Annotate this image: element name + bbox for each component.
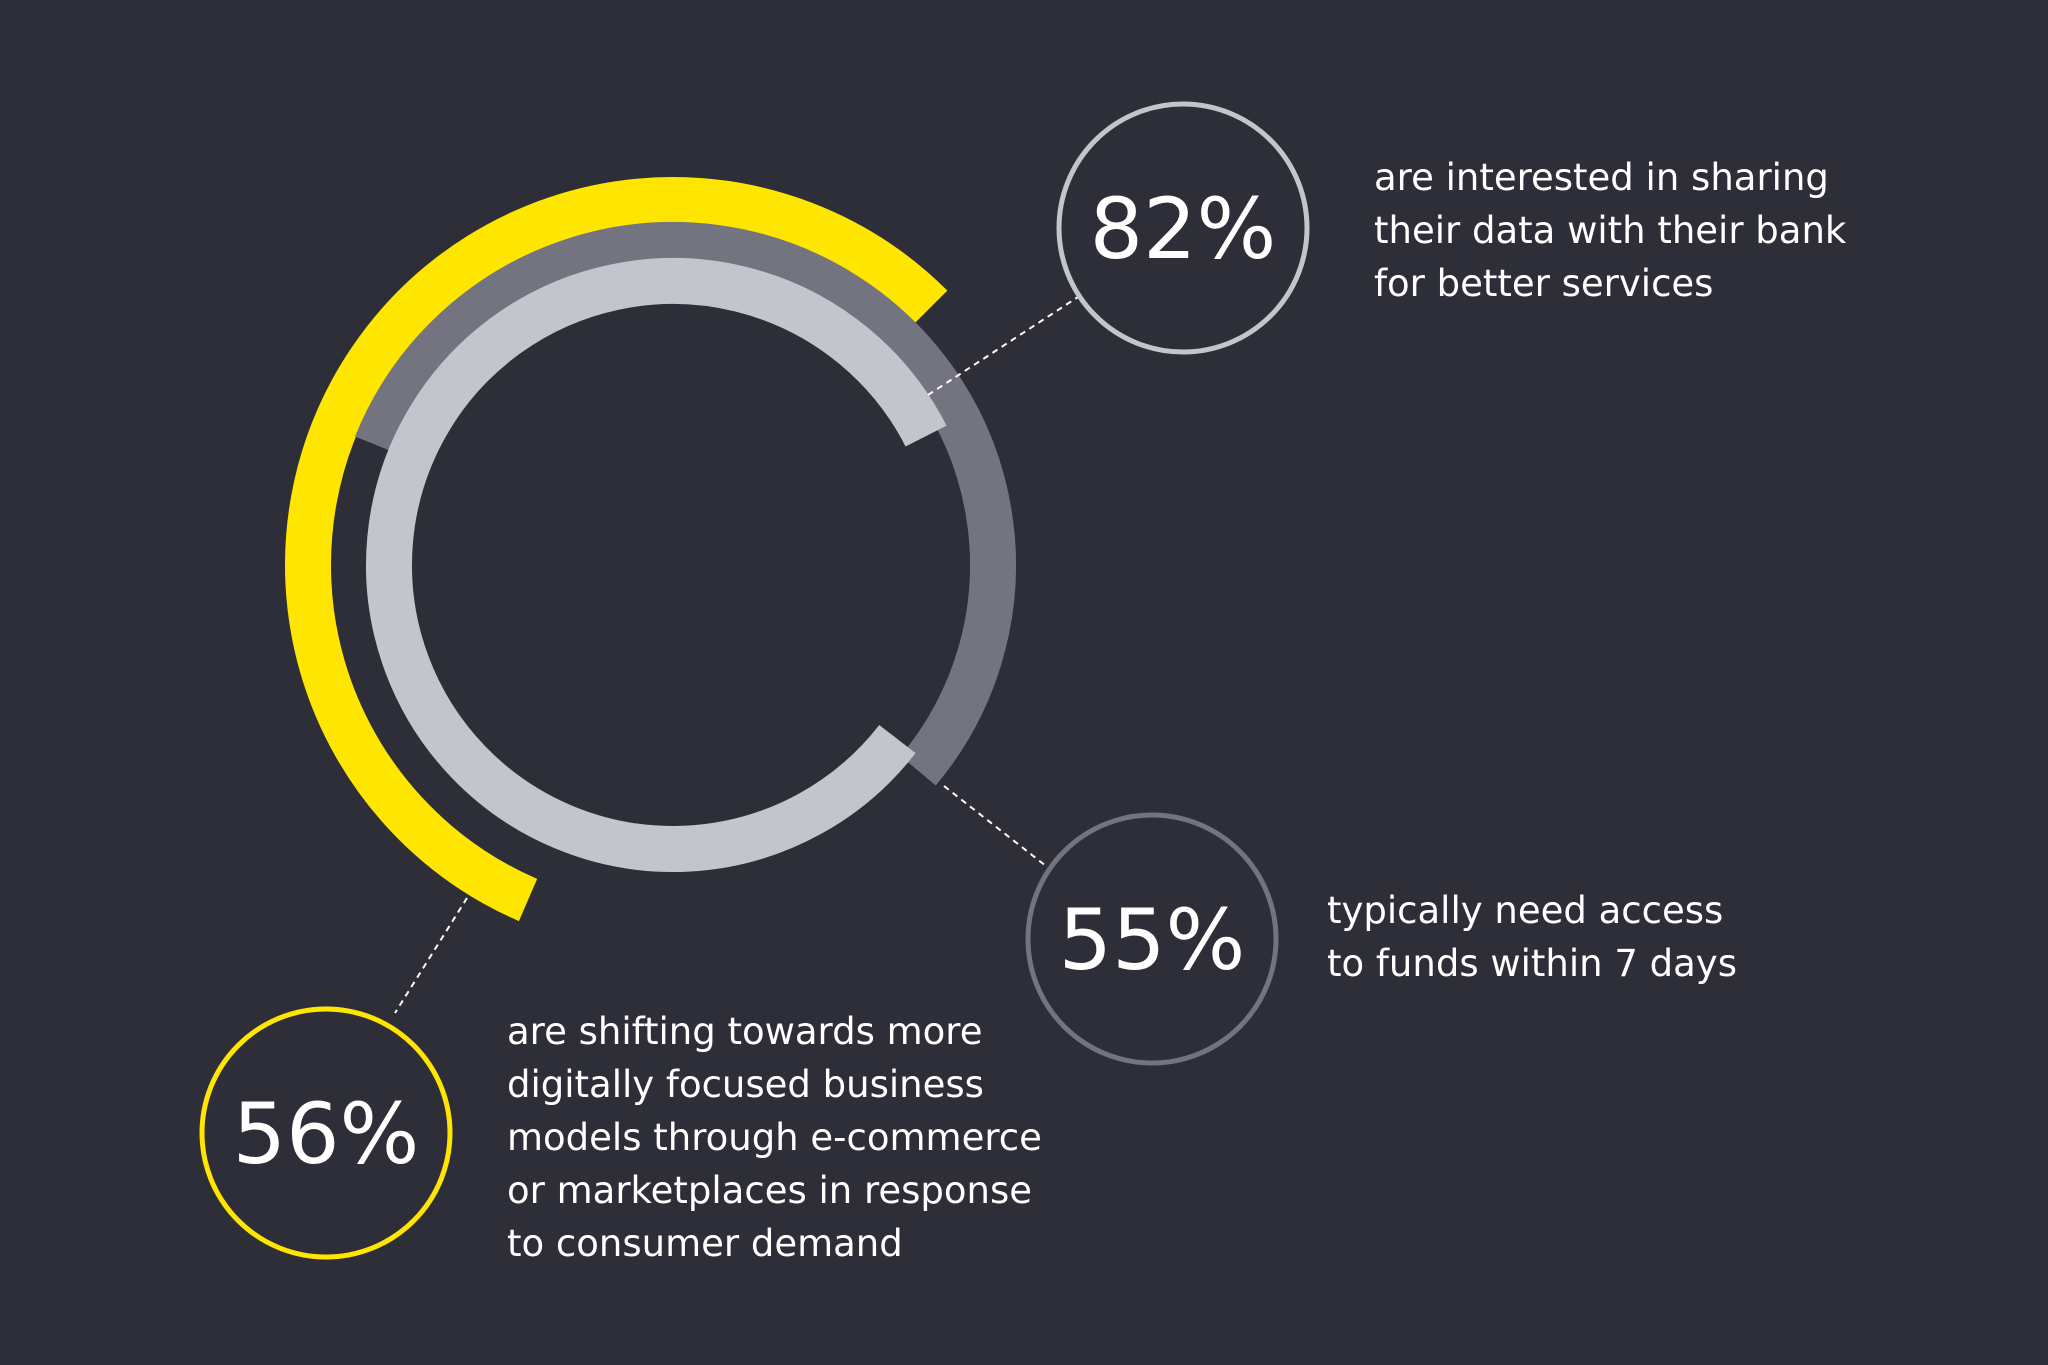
connector-line-56 (394, 897, 468, 1014)
badge-circle-56 (199, 1006, 453, 1260)
connector-line-55 (943, 785, 1047, 867)
stat-56-description: are shifting towards more digitally focu… (507, 1010, 1042, 1265)
arc-82-percent (366, 258, 947, 872)
arc-55-percent (354, 222, 1016, 786)
stat-55-label: 55% (1059, 891, 1246, 989)
connector-line-82 (927, 296, 1079, 396)
arc-56-percent (285, 177, 948, 922)
stat-55-description: typically need access to funds within 7 … (1327, 889, 1737, 985)
stat-82-description: are interested in sharing their data wit… (1374, 156, 1847, 305)
stat-82-label: 82% (1090, 180, 1277, 278)
badge-circle-55 (1025, 812, 1279, 1066)
badge-circle-82 (1056, 101, 1310, 355)
stat-56-label: 56% (233, 1085, 420, 1183)
